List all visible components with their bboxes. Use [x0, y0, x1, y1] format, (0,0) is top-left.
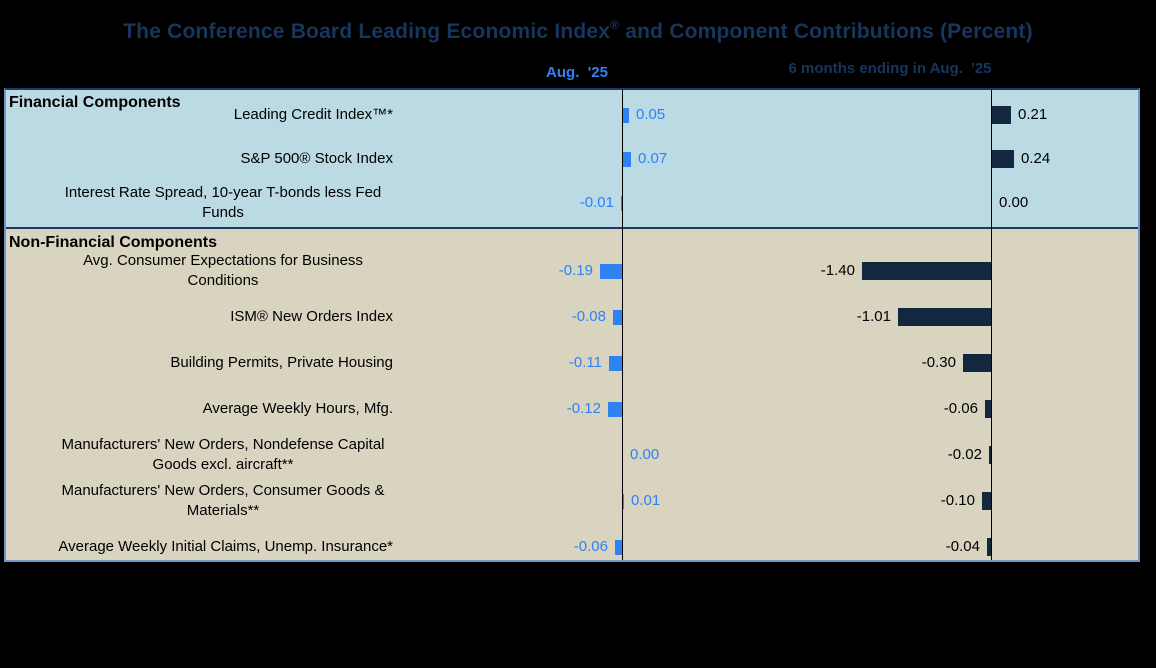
- row-label-text: Leading Credit Index™*: [233, 106, 393, 123]
- bar-aug: [623, 493, 624, 509]
- bar-six_month: [898, 308, 991, 326]
- row-label: Leading Credit Index™*: [234, 91, 393, 139]
- row-label: S&P 500® Stock Index: [240, 135, 393, 183]
- value-label-six_month: -0.06: [943, 400, 978, 417]
- row-label: Average Weekly Hours, Mfg.: [203, 385, 393, 433]
- bar-aug: [621, 195, 622, 211]
- bar-aug: [613, 309, 622, 325]
- value-label-six_month: -0.02: [947, 446, 982, 463]
- value-label-six_month: 0.00: [999, 194, 1029, 211]
- row-label: Manufacturers' New Orders, Nondefense Ca…: [53, 431, 393, 479]
- bar-six_month: [963, 354, 991, 372]
- row-label: Interest Rate Spread, 10-year T-bonds le…: [53, 179, 393, 227]
- registered-trademark-symbol: ®: [610, 18, 620, 32]
- row-label-text: Average Weekly Hours, Mfg.: [202, 400, 393, 417]
- value-label-six_month: -0.04: [945, 538, 980, 555]
- value-label-six_month: -0.10: [940, 492, 975, 509]
- value-label-six_month: -0.30: [921, 354, 956, 371]
- chart-title: The Conference Board Leading Economic In…: [0, 18, 1156, 44]
- value-label-aug: -0.01: [579, 194, 614, 211]
- value-label-aug: -0.19: [558, 262, 593, 279]
- financial-components-header: Financial Components: [9, 94, 181, 111]
- financial-section-background: [6, 90, 1138, 227]
- row-label-text: Average Weekly Initial Claims, Unemp. In…: [58, 538, 393, 555]
- row-label: Avg. Consumer Expectations for Business …: [53, 247, 393, 295]
- section-divider-line: [6, 227, 1138, 229]
- value-label-aug: -0.08: [571, 308, 606, 325]
- bar-six_month: [985, 400, 991, 418]
- row-label-text: ISM® New Orders Index: [230, 308, 393, 325]
- bar-aug: [609, 355, 622, 371]
- chart-panel-border: [4, 88, 1140, 562]
- value-label-six_month: 0.21: [1018, 106, 1048, 123]
- row-label: Manufacturers' New Orders, Consumer Good…: [53, 477, 393, 525]
- aug-chart-zero-axis: [622, 90, 623, 560]
- value-label-aug: -0.12: [566, 400, 601, 417]
- row-label-text: S&P 500® Stock Index: [240, 150, 393, 167]
- value-label-aug: -0.06: [573, 538, 608, 555]
- row-label-text: Manufacturers' New Orders, Consumer Good…: [61, 482, 385, 519]
- column-header-6-months: 6 months ending in Aug. '25: [788, 60, 992, 77]
- non-financial-section-background: [6, 229, 1138, 560]
- row-label: ISM® New Orders Index: [230, 293, 393, 341]
- column-header-aug-25: Aug. '25: [546, 64, 608, 81]
- bar-six_month: [862, 262, 991, 280]
- row-label-text: Building Permits, Private Housing: [170, 354, 393, 371]
- bar-six_month: [989, 446, 991, 464]
- bar-aug: [608, 401, 622, 417]
- value-label-aug: -0.11: [568, 354, 602, 371]
- bar-aug: [615, 539, 622, 555]
- value-label-aug: 0.00: [630, 446, 660, 463]
- value-label-six_month: 0.24: [1021, 150, 1051, 167]
- value-label-aug: 0.01: [631, 492, 661, 509]
- row-label: Average Weekly Initial Claims, Unemp. In…: [58, 523, 393, 571]
- row-label: Building Permits, Private Housing: [170, 339, 393, 387]
- row-label-text: Manufacturers' New Orders, Nondefense Ca…: [61, 436, 385, 473]
- bar-six_month: [982, 492, 991, 510]
- bar-six_month: [992, 106, 1011, 124]
- bar-aug: [623, 151, 631, 167]
- non-financial-components-header: Non-Financial Components: [9, 234, 217, 251]
- bar-six_month: [992, 150, 1014, 168]
- value-label-six_month: -1.40: [820, 262, 855, 279]
- bar-aug: [600, 263, 622, 279]
- bar-six_month: [987, 538, 991, 556]
- value-label-six_month: -1.01: [856, 308, 891, 325]
- row-label-text: Avg. Consumer Expectations for Business …: [83, 252, 363, 289]
- value-label-aug: 0.05: [636, 106, 666, 123]
- bar-aug: [623, 107, 629, 123]
- title-text-suffix: and Component Contributions (Percent): [619, 20, 1033, 43]
- value-label-aug: 0.07: [638, 150, 668, 167]
- row-label-text: Interest Rate Spread, 10-year T-bonds le…: [64, 184, 382, 221]
- title-text-prefix: The Conference Board Leading Economic In…: [123, 20, 611, 43]
- six-month-chart-zero-axis: [991, 90, 992, 560]
